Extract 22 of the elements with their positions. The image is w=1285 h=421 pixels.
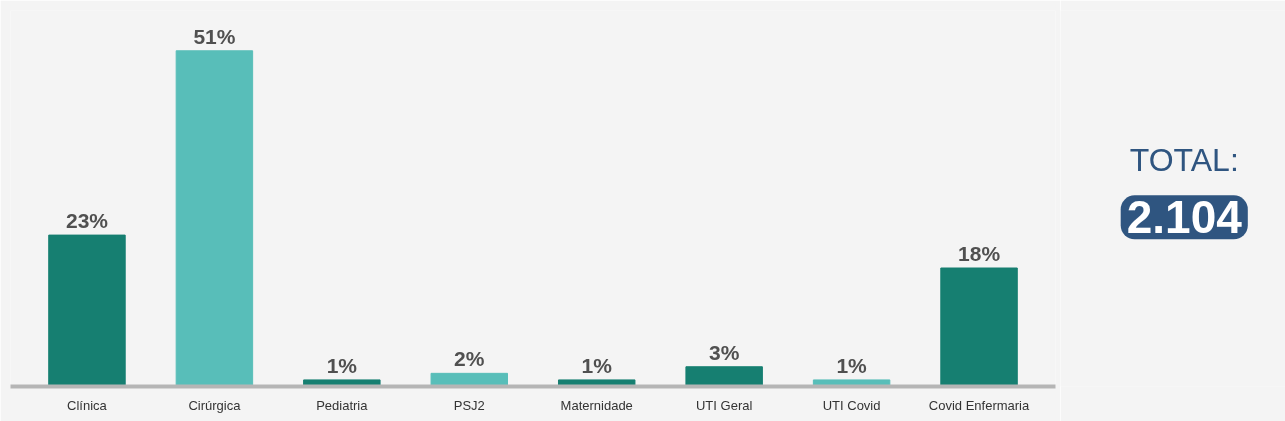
- x-tick-label: Clínica: [67, 397, 108, 413]
- bar: [940, 267, 1018, 387]
- data-label: 3%: [708, 340, 740, 364]
- x-tick-label: Pediatria: [316, 397, 369, 413]
- data-label: 23%: [65, 209, 109, 233]
- data-label: 2%: [454, 347, 485, 371]
- x-tick-label: Maternidade: [560, 397, 633, 413]
- x-tick-label: UTI Geral: [695, 397, 753, 413]
- data-label: 1%: [326, 353, 358, 377]
- text: TOTAL:: [1129, 141, 1239, 178]
- data-label: 18%: [958, 242, 1001, 266]
- data-label: 1%: [581, 353, 613, 377]
- bar: [48, 234, 126, 387]
- x-tick-label: Covid Enfermaria: [928, 397, 1031, 413]
- x-tick-label: UTI Covid: [822, 397, 881, 413]
- x-tick-label: Cirúrgica: [188, 397, 242, 413]
- bar: [685, 366, 763, 387]
- text: 2.104: [1126, 191, 1243, 244]
- data-label: 1%: [836, 353, 868, 377]
- data-label: 51%: [193, 24, 236, 48]
- x-tick-label: PSJ2: [453, 397, 485, 413]
- bar: [175, 50, 254, 387]
